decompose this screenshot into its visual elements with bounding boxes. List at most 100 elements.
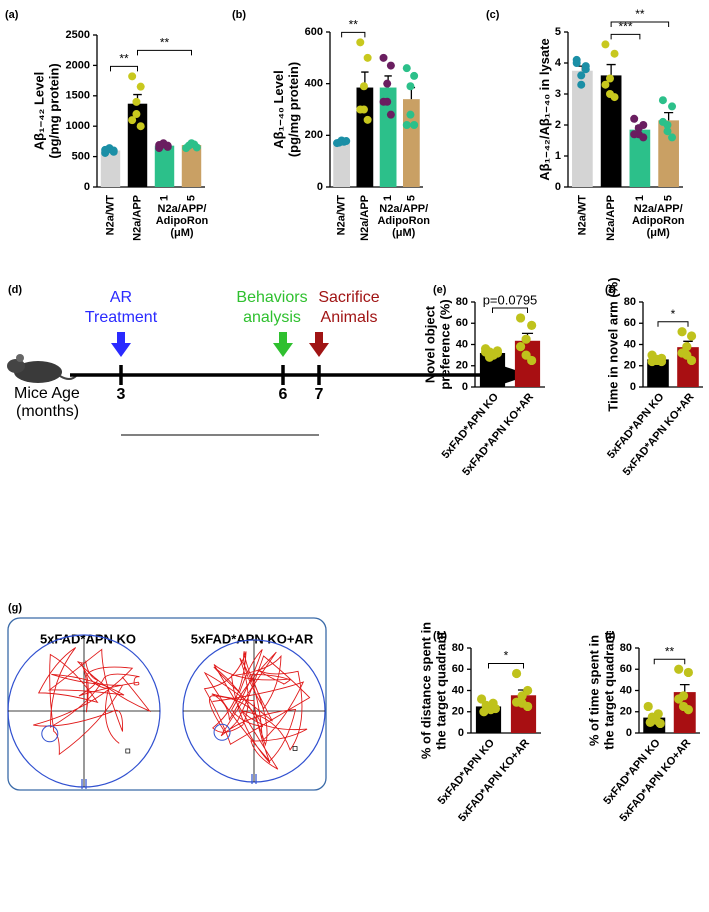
significance-bracket (488, 663, 524, 669)
x-tick-label: 1 (382, 195, 394, 201)
y-axis-label: Aβ₁₋₄₂ Level (31, 72, 46, 150)
significance-bracket (110, 65, 138, 72)
bar (356, 87, 374, 187)
data-point (379, 53, 388, 62)
event-behaviors: Behaviors analysis (236, 289, 308, 357)
y-tick-label: 0 (555, 181, 561, 193)
significance-label: ** (665, 644, 675, 658)
y-tick-label: 2000 (66, 59, 90, 71)
y-tick-label: 80 (452, 642, 464, 654)
x-tick-label: 1 (634, 195, 646, 201)
panel-label: (g) (8, 602, 22, 614)
significance-label: *** (618, 20, 632, 34)
group-label: (μM) (647, 227, 671, 239)
y-tick-label: 80 (624, 296, 636, 308)
bar (629, 129, 651, 187)
y-tick-label: 20 (452, 706, 464, 718)
data-point (511, 697, 522, 707)
bar (154, 145, 175, 187)
data-point (363, 53, 372, 62)
y-tick-label: 0 (626, 727, 632, 739)
data-point (476, 694, 487, 704)
panel-label: (f) (605, 284, 616, 296)
x-tick-label: 5 (185, 195, 197, 201)
end-marker (292, 746, 298, 751)
y-axis-label: the target quadrant (601, 631, 616, 750)
data-point (521, 334, 531, 344)
y-tick-label: 80 (456, 296, 468, 308)
y-axis-label: Aβ₁₋₄₂/Aβ₁₋₄₀ in lysate (537, 38, 552, 180)
data-point (656, 356, 667, 367)
data-point (490, 703, 501, 714)
data-point (668, 133, 677, 142)
y-tick-label: 60 (624, 317, 636, 329)
data-point (163, 142, 172, 151)
data-point (572, 59, 581, 67)
y-tick-label: 3 (555, 88, 561, 100)
significance-label: p=0.0795 (483, 292, 538, 307)
y-tick-label: 0 (630, 381, 636, 393)
data-point (128, 116, 137, 125)
data-point (515, 342, 526, 352)
x-tick-label: 1 (158, 195, 170, 201)
panel-label: (i) (605, 630, 616, 642)
x-tick-label: 5 (663, 195, 675, 201)
data-point (674, 694, 684, 704)
data-point (683, 667, 693, 678)
event-label: Behaviors (236, 289, 307, 306)
platform (213, 723, 231, 741)
group-label: AdipoRon (632, 215, 685, 227)
mouse-icon (7, 354, 77, 383)
data-point (386, 61, 395, 70)
data-point (601, 40, 610, 49)
group-label: (μM) (170, 227, 194, 239)
significance-label: ** (349, 18, 359, 32)
x-tick-label: N2a/WT (104, 195, 116, 236)
maze-title: 5xFAD*APN KO+AR (191, 631, 314, 646)
bar (572, 70, 593, 187)
platform (41, 725, 59, 743)
data-point (402, 121, 411, 129)
data-point (363, 115, 372, 124)
significance-label: * (671, 307, 676, 321)
group-label: AdipoRon (156, 215, 209, 227)
panel-label: (h) (433, 630, 447, 642)
data-point (610, 49, 619, 58)
x-tick-label: N2a/APP (131, 195, 143, 241)
significance-label: ** (160, 36, 170, 50)
y-tick-label: 40 (624, 338, 636, 350)
data-point (109, 147, 118, 156)
y-axis-label: the target quadrant (433, 631, 448, 750)
data-point (605, 74, 614, 83)
maze-drawings (7, 634, 326, 789)
y-tick-label: 600 (305, 26, 323, 38)
data-point (658, 117, 667, 126)
y-tick-label: 60 (452, 663, 464, 675)
data-point (479, 707, 489, 717)
y-tick-label: 4 (555, 57, 562, 69)
error-bar (606, 63, 616, 76)
significance-bracket (341, 31, 366, 38)
data-point (359, 82, 368, 91)
data-point (356, 38, 365, 47)
bar (647, 359, 669, 387)
x-tick-label: N2a/WT (576, 195, 588, 236)
y-axis-label: preference (%) (437, 299, 452, 389)
y-axis-label: % of time spent in (586, 635, 601, 746)
data-point (386, 110, 395, 119)
significance-bracket (657, 321, 689, 327)
y-tick-label: 500 (72, 151, 90, 163)
bar (100, 150, 121, 187)
x-tick-label: 5xFAD*APN KO+AR (456, 737, 532, 824)
significance-bracket (492, 307, 528, 313)
significance-label: ** (635, 7, 645, 21)
data-point (674, 664, 684, 674)
x-tick-label: 5xFAD*APN KO+AR (460, 391, 536, 478)
y-tick-label: 0 (84, 181, 90, 193)
y-axis-label: Time in novel arm (%) (605, 277, 620, 411)
data-point (601, 80, 610, 89)
y-tick-label: 20 (620, 706, 632, 718)
data-point (610, 93, 619, 102)
y-tick-label: 2 (555, 119, 561, 131)
swim-path (33, 647, 152, 756)
